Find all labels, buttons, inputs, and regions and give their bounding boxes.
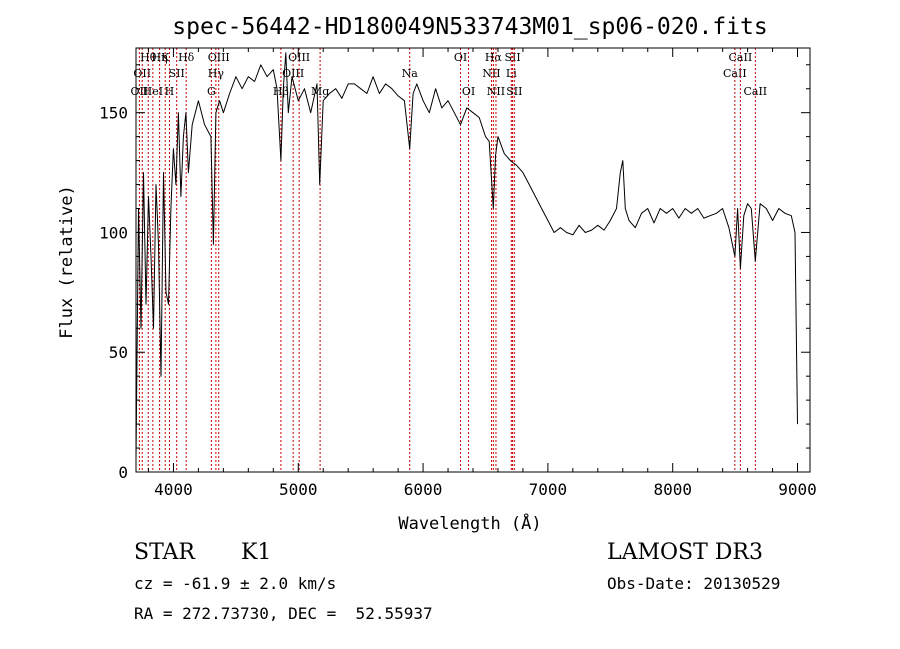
x-tick-label: 7000 — [529, 480, 568, 499]
line-marker-label: SII — [506, 85, 522, 98]
line-marker-label: HeI — [143, 85, 163, 98]
line-marker-label: Hβ — [273, 85, 289, 98]
spectrum-line — [135, 52, 798, 461]
y-tick-label: 100 — [99, 223, 128, 242]
line-marker-label: Li — [506, 67, 517, 80]
line-marker-label: OII — [131, 85, 149, 98]
line-marker-label: SII — [169, 67, 185, 80]
observation-date: Obs-Date: 20130529 — [607, 574, 781, 593]
x-tick-label: 9000 — [778, 480, 817, 499]
x-tick-label: 6000 — [404, 480, 443, 499]
axis-layer: 4000 5000 6000 7000 8000 9000 0 50 100 150 — [99, 48, 817, 499]
y-axis-label: Flux (relative) — [57, 185, 77, 339]
line-marker-label: Hδ — [178, 51, 195, 64]
line-marker-label: K — [161, 51, 170, 64]
plot-frame — [135, 47, 811, 473]
y-tick-label: 50 — [109, 343, 128, 362]
line-marker-label: H — [165, 85, 175, 98]
x-axis-label: Wavelength (Å) — [398, 512, 541, 534]
line-marker-label: Mg — [311, 85, 329, 98]
line-marker-label: CaII — [743, 85, 767, 98]
line-marker-label: G — [207, 85, 216, 98]
x-tick-label: 8000 — [653, 480, 692, 499]
survey-name: LAMOST DR3 — [607, 540, 763, 565]
line-marker-label: OI — [454, 51, 467, 64]
line-marker-label: Hη — [151, 51, 167, 64]
x-tick-label: 5000 — [279, 480, 318, 499]
line-marker-label: CaII — [723, 67, 747, 80]
line-marker-label: OIII — [288, 51, 310, 64]
line-marker-label: Hα — [485, 51, 503, 64]
line-marker-label: OII — [133, 67, 151, 80]
sky-coordinates: RA = 272.73730, DEC = 52.55937 — [134, 604, 433, 623]
line-marker-label: NII — [487, 85, 505, 98]
y-tick-label: 0 — [118, 463, 128, 482]
x-tick-label: 4000 — [154, 480, 193, 499]
object-type: STAR — [134, 540, 195, 565]
data-layer — [135, 52, 798, 461]
y-tick-label: 150 — [99, 104, 128, 123]
redshift-value: cz = -61.9 ± 2.0 km/s — [134, 574, 337, 593]
line-marker-label: OI — [462, 85, 475, 98]
line-marker-label: NII — [482, 67, 500, 80]
spectral-subclass: K1 — [241, 540, 272, 565]
line-marker-label: Na — [402, 67, 419, 80]
chart-title: spec-56442-HD180049N533743M01_sp06-020.f… — [172, 14, 767, 40]
line-marker-layer: OIIOIIHθHeIHηKHSIIHδGHγOIIIHβOIIIOIIIMgN… — [131, 48, 767, 472]
line-marker-label: Hγ — [208, 67, 225, 80]
line-marker-label: CaII — [729, 51, 753, 64]
line-marker-label: OIII — [208, 51, 230, 64]
line-marker-label: OIII — [282, 67, 304, 80]
line-marker-label: SII — [504, 51, 520, 64]
